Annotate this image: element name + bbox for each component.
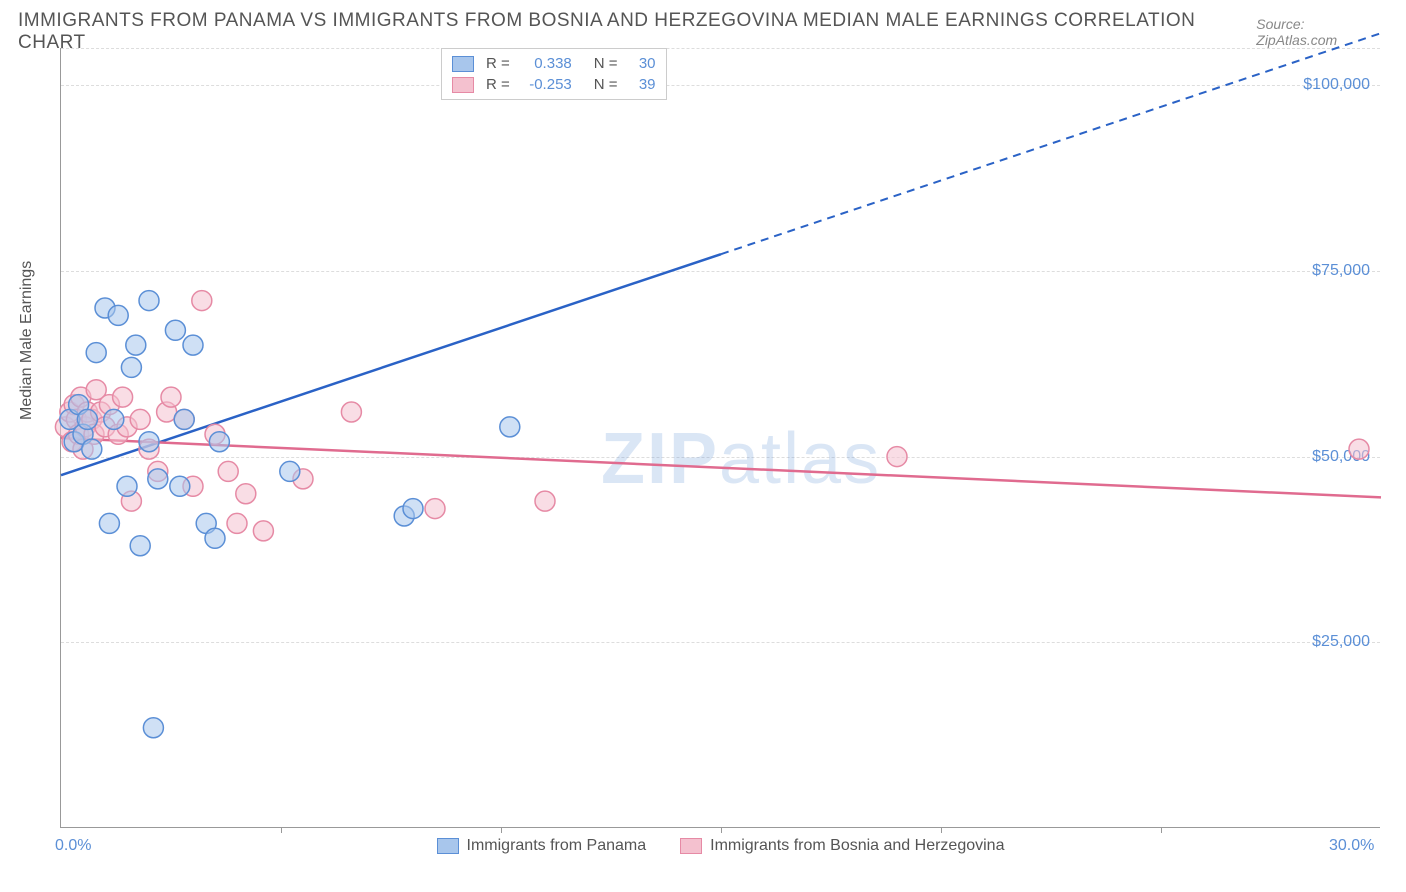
data-point: [192, 291, 212, 311]
data-point: [139, 432, 159, 452]
data-point: [183, 335, 203, 355]
data-point: [161, 387, 181, 407]
legend-swatch: [437, 838, 459, 854]
x-tick-label: 30.0%: [1329, 837, 1374, 855]
r-value: 0.338: [520, 55, 572, 72]
data-point: [99, 513, 119, 533]
data-point: [253, 521, 273, 541]
data-point: [403, 499, 423, 519]
y-axis-label: Median Male Earnings: [18, 261, 36, 420]
data-point: [108, 305, 128, 325]
data-point: [205, 528, 225, 548]
n-value: 30: [628, 55, 656, 72]
trend-line: [61, 438, 1381, 497]
legend-swatch: [452, 77, 474, 93]
r-value: -0.253: [520, 76, 572, 93]
data-point: [209, 432, 229, 452]
data-point: [227, 513, 247, 533]
legend-swatch: [452, 56, 474, 72]
data-point: [113, 387, 133, 407]
legend-swatch: [680, 838, 702, 854]
r-label: R =: [486, 76, 510, 93]
x-minor-tick: [941, 827, 942, 833]
data-point: [236, 484, 256, 504]
legend-label: Immigrants from Panama: [467, 837, 647, 855]
x-minor-tick: [501, 827, 502, 833]
data-point: [218, 461, 238, 481]
data-point: [104, 409, 124, 429]
data-point: [174, 409, 194, 429]
data-point: [1349, 439, 1369, 459]
r-label: R =: [486, 55, 510, 72]
data-point: [148, 469, 168, 489]
x-minor-tick: [281, 827, 282, 833]
data-point: [77, 409, 97, 429]
x-minor-tick: [721, 827, 722, 833]
data-point: [425, 499, 445, 519]
chart-plot-area: $25,000$50,000$75,000$100,000 ZIPatlas R…: [60, 48, 1380, 828]
data-point: [500, 417, 520, 437]
stats-legend-box: R = 0.338 N = 30 R = -0.253 N = 39: [441, 48, 667, 100]
n-value: 39: [628, 76, 656, 93]
data-point: [130, 536, 150, 556]
data-point: [535, 491, 555, 511]
x-minor-tick: [1161, 827, 1162, 833]
bottom-legend-item: Immigrants from Bosnia and Herzegovina: [680, 837, 1004, 855]
data-point: [170, 476, 190, 496]
data-point: [117, 476, 137, 496]
n-label: N =: [594, 55, 618, 72]
legend-label: Immigrants from Bosnia and Herzegovina: [710, 837, 1004, 855]
data-point: [82, 439, 102, 459]
source-label: Source: ZipAtlas.com: [1256, 16, 1388, 48]
data-point: [143, 718, 163, 738]
data-point: [121, 357, 141, 377]
bottom-legend: Immigrants from Panama Immigrants from Bo…: [61, 837, 1380, 855]
stats-legend-row: R = -0.253 N = 39: [452, 74, 656, 95]
data-point: [139, 291, 159, 311]
n-label: N =: [594, 76, 618, 93]
data-point: [130, 409, 150, 429]
stats-legend-row: R = 0.338 N = 30: [452, 53, 656, 74]
data-point: [341, 402, 361, 422]
trend-line-dashed: [721, 33, 1381, 254]
bottom-legend-item: Immigrants from Panama: [437, 837, 647, 855]
x-tick-label: 0.0%: [55, 837, 91, 855]
data-point: [165, 320, 185, 340]
data-point: [86, 343, 106, 363]
data-point: [887, 447, 907, 467]
scatter-svg: [61, 48, 1380, 827]
data-point: [126, 335, 146, 355]
data-point: [280, 461, 300, 481]
